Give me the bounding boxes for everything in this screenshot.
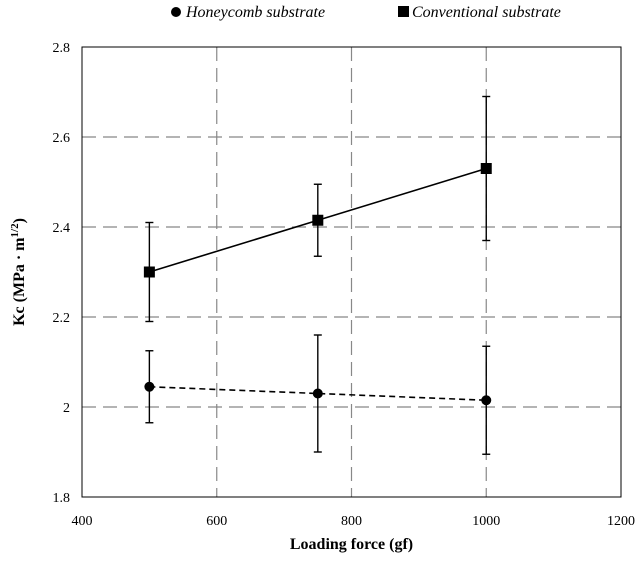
- y-tick-label: 2.2: [53, 311, 71, 326]
- data-point-circle: [144, 381, 155, 392]
- legend-label: Conventional substrate: [412, 4, 561, 21]
- plot-frame: [81, 46, 622, 498]
- y-axis-title-close: ): [11, 218, 28, 223]
- series-0: [144, 334, 492, 455]
- x-tick-label: 800: [341, 514, 362, 529]
- y-axis-ticks: 1.8 2 2.2 2.4 2.6 2.8: [53, 41, 71, 506]
- legend-label: Honeycomb substrate: [185, 4, 325, 21]
- x-tick-label: 600: [206, 514, 227, 529]
- legend-marker-square: [398, 6, 409, 17]
- y-axis-title: Kc (MPa · m1/2): [9, 218, 28, 326]
- legend-marker-circle: [171, 7, 181, 17]
- x-tick-label: 1000: [472, 514, 500, 529]
- series-1: [143, 95, 492, 323]
- series-layer: [143, 95, 492, 455]
- y-tick-label: 2: [63, 401, 70, 416]
- data-point-square: [312, 214, 324, 226]
- y-tick-label: 2.8: [53, 41, 71, 56]
- series-line: [149, 385, 487, 402]
- y-axis-title-main: Kc (MPa · m: [11, 237, 28, 326]
- x-tick-label: 1200: [607, 514, 635, 529]
- x-axis-title: Loading force (gf): [290, 536, 413, 553]
- data-point-square: [480, 163, 492, 174]
- x-tick-label: 400: [72, 514, 93, 529]
- y-axis-title-superscript: 1/2: [9, 223, 21, 238]
- data-point-square: [143, 266, 155, 278]
- data-point-circle: [312, 388, 323, 399]
- y-tick-label: 2.6: [53, 131, 71, 146]
- legend: Honeycomb substrate Conventional substrat…: [171, 4, 561, 21]
- x-axis-ticks: 400 600 800 1000 1200: [72, 514, 636, 529]
- grid: [82, 47, 621, 497]
- data-point-circle: [481, 395, 492, 406]
- y-tick-label: 1.8: [53, 491, 71, 506]
- y-tick-label: 2.4: [53, 221, 71, 236]
